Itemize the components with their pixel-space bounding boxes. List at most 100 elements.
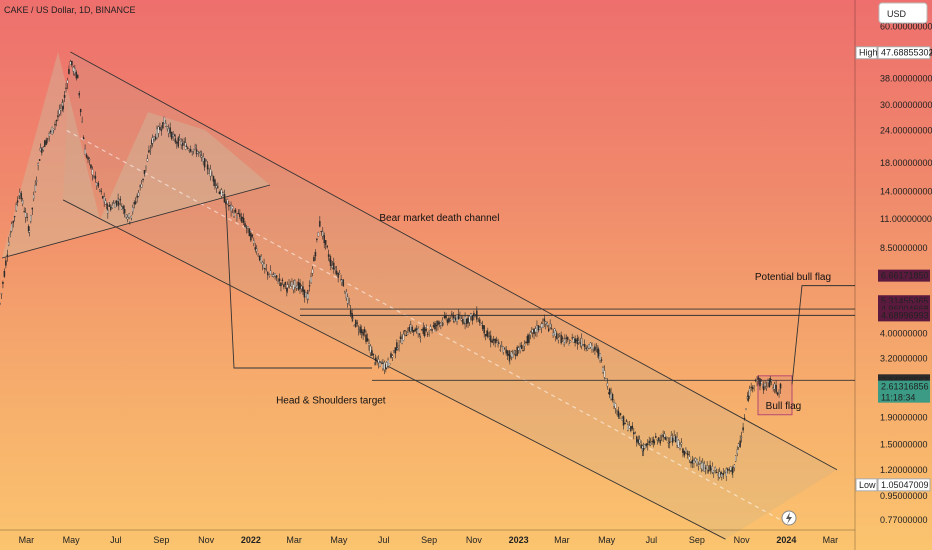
candle-body (740, 436, 743, 438)
candle-body (490, 335, 492, 342)
candle-body (206, 164, 209, 170)
channel-line-lower[interactable] (62, 199, 726, 540)
candle-body (516, 347, 518, 356)
alert-bolt-icon[interactable] (781, 510, 797, 526)
candle-body (355, 319, 357, 327)
candle-body (21, 200, 24, 204)
candle-body (552, 332, 554, 337)
candle-body (376, 361, 378, 363)
candle-body (317, 232, 320, 237)
neckline[interactable] (1, 184, 271, 259)
candle-body (471, 315, 474, 321)
candle-body (291, 281, 293, 287)
candle-body (599, 353, 601, 361)
candle-body (222, 192, 224, 195)
candle-body (268, 274, 270, 276)
candle-body (525, 341, 527, 343)
candle-body (619, 417, 621, 419)
candle-body (69, 61, 72, 65)
candle-body (344, 292, 346, 294)
head-shoulders-target-line[interactable] (225, 204, 372, 369)
candle-body (236, 215, 238, 218)
candle-body (750, 386, 752, 388)
candle-body (501, 345, 503, 347)
candle-body (728, 469, 730, 471)
candle-body (459, 316, 461, 318)
candle-body (418, 333, 421, 335)
annotation-text[interactable]: Bull flag (766, 401, 802, 412)
candle-body (319, 221, 321, 227)
candle-body (627, 424, 629, 431)
channel-line-upper[interactable] (70, 51, 838, 471)
candle-body (165, 123, 167, 127)
channel-line-mid[interactable] (66, 129, 787, 524)
candle-body (122, 206, 124, 209)
candle-body (82, 137, 85, 140)
annotation-text[interactable]: Bear market death channel (379, 213, 499, 224)
price-label-value: 4.68996993 (881, 310, 929, 320)
price-label[interactable]: 4.68996993 (878, 309, 930, 322)
candle-body (172, 134, 174, 137)
currency-button[interactable]: USD (878, 2, 928, 24)
candle-body (514, 354, 517, 356)
candle-body (579, 342, 581, 344)
annotation-text[interactable]: Potential bull flag (755, 272, 831, 283)
candle-body (437, 320, 439, 326)
candle-body (543, 318, 546, 322)
x-tick-label: Mar (286, 535, 302, 545)
candle-body (314, 252, 317, 257)
candle-body (446, 319, 449, 323)
candles-group (0, 59, 782, 482)
candle-body (460, 318, 463, 321)
candle-body (702, 462, 704, 471)
candle-body (334, 268, 336, 270)
candle-body (510, 351, 513, 357)
price-label[interactable]: 6.66171850 (878, 269, 930, 282)
price-label[interactable]: 1.05047009 Low (855, 478, 931, 492)
candle-body (57, 115, 59, 118)
candle-body (94, 175, 97, 179)
candle-body (78, 92, 80, 96)
candle-body (642, 447, 645, 452)
candle-body (722, 472, 725, 476)
candle-body (348, 303, 350, 305)
y-tick-label: 1.50000000 (880, 439, 928, 449)
candle-body (286, 284, 289, 288)
candle-body (257, 255, 259, 257)
bull-flag-projection[interactable] (791, 285, 855, 385)
candle-body (103, 196, 105, 202)
candle-body (247, 226, 249, 229)
candle-body (170, 132, 173, 139)
candle-body (114, 202, 116, 208)
candle-body (502, 346, 504, 353)
candle-body (402, 334, 405, 341)
candle-body (228, 205, 230, 207)
candle-body (130, 215, 133, 219)
candle-body (26, 216, 28, 218)
y-tick-label: 60.00000000 (880, 22, 932, 32)
x-tick-label: 2023 (509, 535, 529, 545)
candle-body (549, 323, 551, 328)
candle-body (398, 345, 400, 347)
candle-body (617, 410, 620, 417)
candle-body (589, 342, 592, 348)
candle-body (39, 148, 42, 151)
annotation-text[interactable]: Head & Shoulders target (276, 396, 386, 407)
price-axis[interactable]: 60.0000000048.0000000038.0000000030.0000… (880, 22, 932, 525)
x-tick-label: Jul (378, 535, 390, 545)
candle-body (254, 247, 257, 250)
price-label-tag: Low (859, 480, 876, 490)
candle-body (200, 155, 203, 158)
candle-body (680, 442, 683, 445)
candle-body (770, 379, 773, 381)
candle-body (199, 152, 202, 154)
candle-body (327, 254, 330, 257)
candle-body (30, 214, 32, 222)
candle-body (619, 413, 622, 415)
time-axis[interactable]: Mar May Jul Sep Nov 2022 Mar May Jul Sep Nov 2023 Ma… (19, 535, 838, 545)
candle-body (320, 230, 323, 233)
